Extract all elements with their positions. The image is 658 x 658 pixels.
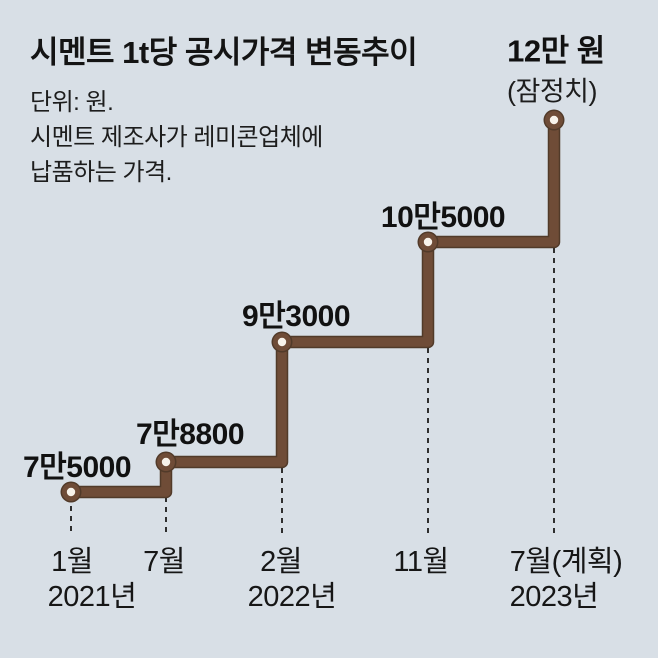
chart-subtitle-desc-2: 납품하는 가격.: [30, 159, 172, 186]
chart-title: 시멘트 1t당 공시가격 변동추이: [30, 35, 418, 70]
value-annotation: (잠정치): [506, 76, 598, 107]
x-axis-year-label: 2023년: [509, 581, 599, 613]
value-label-93000: 9만3000: [241, 300, 351, 333]
value-label-105000: 10만5000: [380, 201, 506, 234]
x-axis-month-label: 7월: [143, 546, 185, 578]
value-label-120000: 12만 원: [507, 33, 605, 69]
data-point-center: [66, 487, 76, 497]
data-point-center: [277, 337, 287, 347]
x-axis-month-label: 2월: [260, 546, 302, 578]
x-axis-year-label: 2021년: [47, 581, 137, 613]
data-point-center: [549, 115, 559, 125]
value-label-75000: 7만5000: [22, 451, 132, 484]
x-axis-month-label: 7월(계획): [509, 546, 623, 578]
x-axis-month-label: 11월: [393, 546, 449, 578]
chart-subtitle-desc-1: 시멘트 제조사가 레미콘업체에: [30, 124, 323, 151]
chart-subtitle-unit: 단위: 원.: [30, 89, 114, 116]
x-axis-year-label: 2022년: [247, 581, 337, 613]
data-point-center: [423, 237, 433, 247]
x-axis-month-label: 1월: [51, 546, 93, 578]
data-point-center: [161, 457, 171, 467]
value-label-78800: 7만8800: [135, 418, 245, 451]
